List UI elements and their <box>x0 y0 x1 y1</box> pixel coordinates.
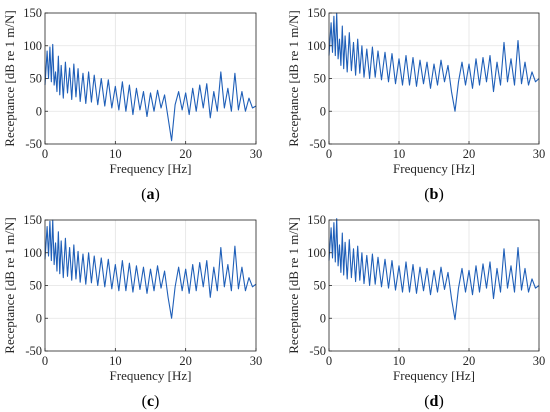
y-axis-label: Receptance [dB re 1 m/N] <box>286 217 301 353</box>
panel-label-letter: a <box>147 186 155 203</box>
panel-label-open: ( <box>424 393 429 410</box>
x-tick-label: 10 <box>393 147 406 161</box>
y-tick-label: 50 <box>30 279 43 293</box>
x-tick-label: 10 <box>109 147 122 161</box>
x-axis-label: Frequency [Hz] <box>393 368 475 383</box>
x-tick-label: 0 <box>42 147 48 161</box>
panel-label-letter: d <box>430 393 439 410</box>
x-axis-label: Frequency [Hz] <box>393 161 475 176</box>
y-tick-label: -50 <box>309 344 326 358</box>
y-tick-label: -50 <box>25 137 42 151</box>
y-tick-label: -50 <box>309 137 326 151</box>
panel-label-close: ) <box>154 393 159 410</box>
x-tick-label: 30 <box>250 147 263 161</box>
x-tick-label: 10 <box>109 354 122 368</box>
y-tick-label: 0 <box>36 311 42 325</box>
y-axis-label: Receptance [dB re 1 m/N] <box>2 10 17 146</box>
panel-label-open: ( <box>141 186 146 203</box>
x-tick-label: 20 <box>179 354 192 368</box>
x-tick-label: 10 <box>393 354 406 368</box>
x-axis-label: Frequency [Hz] <box>110 368 192 383</box>
series-line-d <box>328 218 540 321</box>
x-tick-label: 20 <box>463 354 476 368</box>
y-tick-label: 150 <box>307 6 326 20</box>
panel-label-open: ( <box>424 186 429 203</box>
series-line-c <box>44 219 257 319</box>
x-tick-label: 20 <box>463 147 476 161</box>
panel-label-a: (a) <box>141 186 160 203</box>
y-tick-label: 100 <box>23 39 42 53</box>
panel-label-letter: b <box>430 186 439 203</box>
y-tick-label: 50 <box>314 72 327 86</box>
y-tick-label: 50 <box>314 279 327 293</box>
y-tick-label: 150 <box>23 213 42 227</box>
panel-label-c: (c) <box>142 393 160 410</box>
panel-label-close: ) <box>438 393 443 410</box>
panel-label-b: (b) <box>424 186 444 203</box>
panel-label-open: ( <box>142 393 147 410</box>
y-tick-label: 150 <box>23 6 42 20</box>
x-tick-label: 0 <box>42 354 48 368</box>
y-tick-label: 100 <box>307 39 326 53</box>
x-axis-label: Frequency [Hz] <box>110 161 192 176</box>
panel-label-letter: c <box>147 393 154 410</box>
panel-label-close: ) <box>438 186 443 203</box>
x-tick-label: 20 <box>179 147 192 161</box>
y-tick-label: 0 <box>36 104 42 118</box>
panel-label-d: (d) <box>424 393 444 410</box>
y-tick-label: -50 <box>25 344 42 358</box>
y-tick-label: 0 <box>320 311 326 325</box>
y-tick-label: 150 <box>307 213 326 227</box>
y-tick-label: 50 <box>30 72 43 86</box>
x-tick-label: 0 <box>326 147 332 161</box>
x-tick-label: 30 <box>250 354 263 368</box>
panel-label-close: ) <box>155 186 160 203</box>
y-tick-label: 100 <box>307 246 326 260</box>
y-axis-label: Receptance [dB re 1 m/N] <box>286 10 301 146</box>
x-tick-label: 30 <box>533 354 546 368</box>
series-line-b <box>328 12 540 112</box>
y-tick-label: 0 <box>320 104 326 118</box>
y-axis-label: Receptance [dB re 1 m/N] <box>2 217 17 353</box>
x-tick-label: 30 <box>533 147 546 161</box>
x-tick-label: 0 <box>326 354 332 368</box>
y-tick-label: 100 <box>23 246 42 260</box>
series-line-a <box>44 43 257 142</box>
